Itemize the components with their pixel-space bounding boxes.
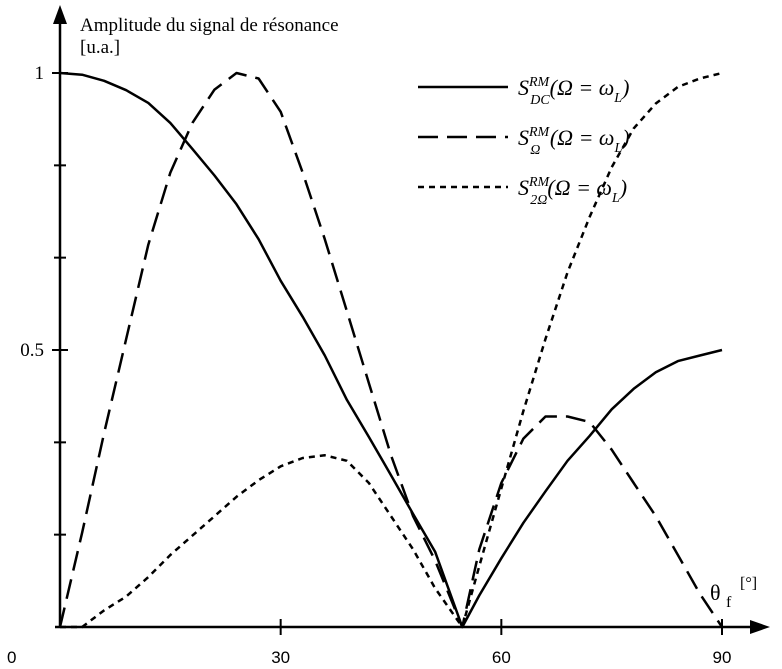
x-axis-label-symbol: θ (710, 580, 721, 605)
series-line-solid (59, 71, 723, 629)
x-axis-unit: [°] (740, 575, 757, 592)
y-tick-label: 1 (35, 63, 45, 84)
origin-label: 0 (7, 648, 16, 667)
y-axis-unit: [u.a.] (80, 37, 120, 58)
legend-label: SRM Ω(Ω = ωL) (518, 125, 630, 158)
x-tick-label: 90 (713, 648, 732, 667)
legend: SRM DC(Ω = ωL) SRM Ω(Ω = ωL) SRM 2Ω(Ω = ωL) (418, 75, 630, 208)
y-axis-arrow (53, 5, 67, 24)
x-tick-label: 60 (492, 648, 511, 667)
x-axis-label-sub: f (726, 594, 732, 611)
x-axis-arrow (750, 620, 770, 634)
x-tick-label: 30 (271, 648, 290, 667)
series-line-dashed (58, 71, 724, 629)
y-axis-label: Amplitude du signal de résonance (80, 15, 339, 36)
legend-label: SRM 2Ω(Ω = ωL) (518, 175, 627, 208)
legend-label: SRM DC(Ω = ωL) (518, 75, 629, 108)
x-axis-label: θ f (710, 580, 732, 611)
y-tick-label: 0.5 (20, 340, 44, 361)
series-line-dotted (60, 71, 723, 629)
